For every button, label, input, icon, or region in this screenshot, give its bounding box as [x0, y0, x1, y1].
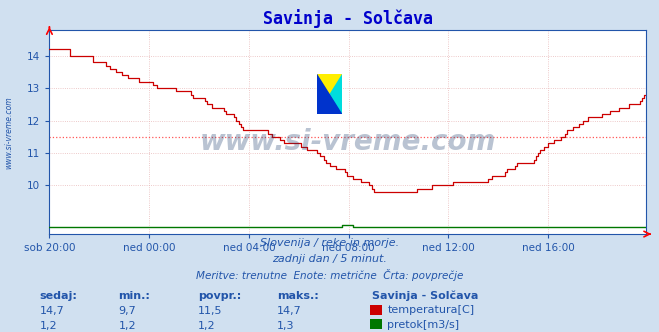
- Text: Savinja - Solčava: Savinja - Solčava: [372, 290, 478, 301]
- Polygon shape: [316, 74, 341, 114]
- Text: zadnji dan / 5 minut.: zadnji dan / 5 minut.: [272, 254, 387, 264]
- Text: sedaj:: sedaj:: [40, 291, 77, 301]
- Text: temperatura[C]: temperatura[C]: [387, 305, 474, 315]
- Polygon shape: [316, 74, 341, 114]
- Text: 14,7: 14,7: [277, 306, 302, 316]
- Text: maks.:: maks.:: [277, 291, 318, 301]
- Text: 1,3: 1,3: [277, 321, 295, 331]
- Text: 9,7: 9,7: [119, 306, 136, 316]
- Text: 11,5: 11,5: [198, 306, 222, 316]
- Text: 1,2: 1,2: [40, 321, 57, 331]
- Title: Savinja - Solčava: Savinja - Solčava: [263, 9, 432, 28]
- Text: povpr.:: povpr.:: [198, 291, 241, 301]
- Text: min.:: min.:: [119, 291, 150, 301]
- Text: Slovenija / reke in morje.: Slovenija / reke in morje.: [260, 238, 399, 248]
- Text: Meritve: trenutne  Enote: metrične  Črta: povprečje: Meritve: trenutne Enote: metrične Črta: …: [196, 269, 463, 281]
- Text: www.si-vreme.com: www.si-vreme.com: [200, 128, 496, 156]
- Text: pretok[m3/s]: pretok[m3/s]: [387, 320, 459, 330]
- Text: www.si-vreme.com: www.si-vreme.com: [5, 97, 14, 169]
- Text: 14,7: 14,7: [40, 306, 65, 316]
- Text: 1,2: 1,2: [119, 321, 136, 331]
- Text: 1,2: 1,2: [198, 321, 215, 331]
